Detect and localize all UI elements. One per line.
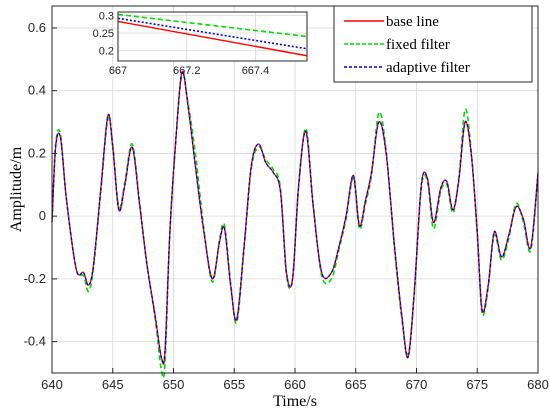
y-tick-label: -0.4 bbox=[24, 334, 46, 349]
y-tick-label: 0 bbox=[39, 208, 46, 223]
x-tick-label: 665 bbox=[345, 377, 367, 392]
x-tick-label: 650 bbox=[163, 377, 185, 392]
inset-zoom: 667 667.2 667.4 0.2 0.25 0.3 bbox=[93, 11, 308, 77]
inset-x-tick-label: 667.4 bbox=[242, 65, 270, 77]
x-tick-label: 680 bbox=[527, 377, 549, 392]
inset-y-tick-label: 0.3 bbox=[99, 11, 114, 23]
inset-frame bbox=[117, 11, 308, 62]
legend: base line fixed filter adaptive filter bbox=[333, 5, 533, 83]
legend-box bbox=[333, 5, 533, 83]
inset-series-base-line bbox=[117, 20, 308, 57]
y-tick-label: 0.4 bbox=[28, 83, 46, 98]
legend-label: fixed filter bbox=[386, 37, 450, 53]
series-layer bbox=[51, 70, 539, 379]
x-tick-label: 675 bbox=[466, 377, 488, 392]
inset-y-tick-label: 0.25 bbox=[93, 28, 114, 40]
y-tick-label: 0.2 bbox=[28, 145, 46, 160]
inset-x-tick-label: 667 bbox=[109, 65, 127, 77]
legend-label: base line bbox=[386, 14, 439, 30]
y-tick-label: -0.2 bbox=[24, 271, 46, 286]
inset-x-tick-label: 667.2 bbox=[173, 65, 201, 77]
x-tick-label: 660 bbox=[284, 377, 306, 392]
legend-label: adaptive filter bbox=[386, 60, 470, 76]
series-line-base-line bbox=[51, 70, 539, 365]
y-tick-label: 0.6 bbox=[28, 20, 46, 35]
inset-border bbox=[117, 11, 308, 62]
y-axis-label: Amplitude/m bbox=[8, 146, 25, 232]
inset-y-tick-label: 0.2 bbox=[99, 46, 114, 58]
x-axis-label: Time/s bbox=[273, 393, 317, 410]
x-tick-label: 640 bbox=[41, 377, 63, 392]
x-tick-label: 670 bbox=[406, 377, 428, 392]
x-tick-label: 645 bbox=[102, 377, 124, 392]
axis-ticks: 640 645 650 655 660 665 670 675 680 -0.4 -0.2 0 0.2 0… bbox=[24, 20, 549, 392]
x-tick-label: 655 bbox=[223, 377, 245, 392]
